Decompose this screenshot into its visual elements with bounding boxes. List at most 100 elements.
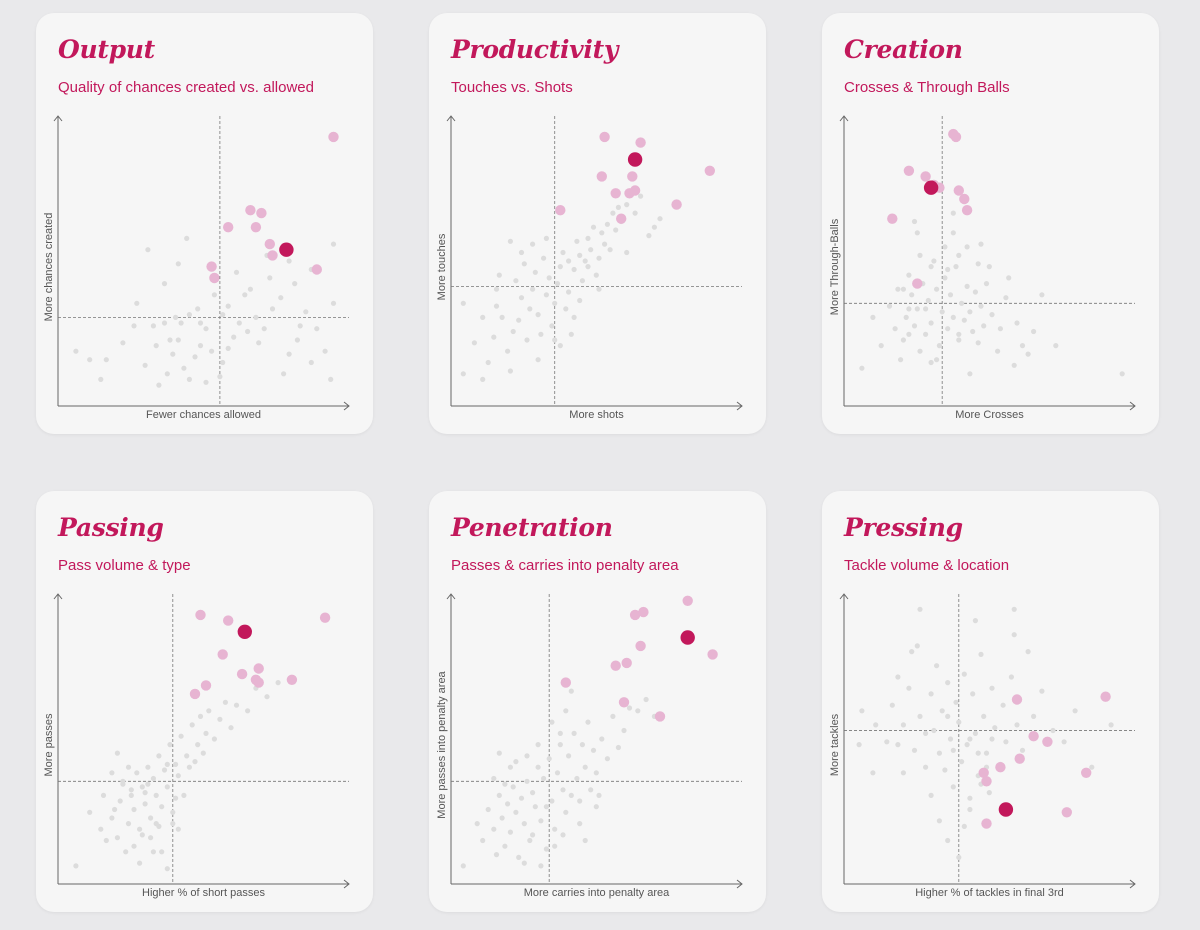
data-point-others: [167, 337, 173, 343]
data-point-others: [516, 854, 522, 860]
data-point-others: [485, 359, 491, 366]
data-point-others: [1025, 351, 1031, 357]
data-point-others: [278, 295, 284, 301]
data-point-others: [900, 722, 906, 728]
data-point-others: [460, 863, 466, 869]
data-point-others: [148, 815, 154, 821]
data-point-similar: [610, 188, 621, 199]
data-point-others: [568, 331, 574, 337]
data-point-others: [961, 671, 967, 677]
data-point-others: [967, 309, 973, 315]
data-point-others: [181, 792, 187, 798]
data-point-others: [942, 767, 948, 773]
data-point-others: [1003, 739, 1009, 745]
data-point-similar: [195, 609, 206, 621]
data-point-others: [502, 781, 508, 787]
data-point-others: [184, 235, 190, 241]
data-point-others: [602, 241, 608, 247]
data-point-others: [1072, 708, 1078, 714]
data-point-others: [175, 337, 181, 343]
data-point-similar: [635, 640, 646, 652]
data-point-highlight: [998, 802, 1014, 817]
data-point-others: [117, 798, 123, 804]
data-point-others: [909, 292, 915, 298]
data-point-others: [986, 790, 992, 796]
data-point-others: [203, 379, 209, 385]
data-point-others: [161, 281, 168, 287]
data-point-others: [928, 691, 934, 697]
data-point-others: [928, 264, 934, 270]
data-point-others: [566, 753, 572, 759]
data-point-others: [577, 821, 583, 827]
data-point-others: [98, 376, 104, 382]
data-point-others: [541, 255, 547, 261]
data-point-others: [646, 233, 652, 239]
data-point-others: [1011, 632, 1017, 638]
data-point-others: [978, 303, 984, 309]
data-point-others: [543, 804, 549, 810]
data-point-others: [493, 852, 500, 858]
data-point-others: [989, 312, 995, 318]
data-point-others: [222, 699, 228, 705]
data-point-others: [895, 286, 901, 292]
data-point-others: [538, 331, 544, 337]
data-point-others: [964, 742, 970, 748]
data-point-others: [886, 303, 893, 309]
data-point-others: [159, 804, 165, 810]
data-point-others: [297, 323, 303, 329]
data-point-others: [330, 241, 337, 247]
data-point-similar: [245, 205, 256, 216]
data-point-others: [197, 713, 204, 719]
data-point-others: [923, 306, 929, 312]
data-point-others: [513, 278, 519, 284]
chart-card-creation: Creation Crosses & Through Balls More Cr…: [822, 13, 1159, 434]
data-point-others: [878, 343, 884, 349]
data-point-others: [638, 193, 644, 199]
data-point-similar: [250, 222, 262, 233]
data-point-others: [577, 798, 583, 804]
x-axis-arrow: [1129, 879, 1136, 889]
data-point-others: [211, 736, 217, 742]
data-point-similar: [189, 688, 201, 700]
data-point-others: [873, 722, 879, 728]
data-point-others: [884, 739, 890, 745]
data-point-similar: [1100, 691, 1111, 702]
data-point-similar: [635, 137, 646, 148]
data-point-others: [574, 775, 580, 782]
data-point-others: [950, 747, 956, 753]
chart-subtitle: Touches vs. Shots: [451, 79, 573, 96]
data-point-others: [120, 781, 126, 787]
data-point-others: [532, 269, 538, 275]
data-point-others: [109, 770, 115, 776]
data-point-others: [167, 742, 173, 748]
data-point-similar: [903, 165, 915, 176]
data-point-others: [120, 340, 126, 346]
data-point-others: [557, 742, 563, 748]
data-point-others: [568, 688, 574, 694]
data-point-others: [928, 359, 934, 366]
data-point-similar: [596, 171, 607, 182]
data-point-others: [112, 806, 118, 813]
data-point-others: [967, 371, 973, 377]
data-point-highlight: [680, 630, 695, 645]
data-point-others: [859, 365, 865, 371]
data-point-similar: [560, 677, 571, 688]
data-point-similar: [1011, 694, 1023, 705]
data-point-others: [939, 708, 945, 714]
data-point-others: [939, 309, 945, 315]
data-point-others: [599, 736, 605, 742]
data-point-others: [225, 345, 231, 351]
data-point-others: [978, 241, 984, 247]
data-point-others: [203, 326, 209, 332]
data-point-others: [945, 326, 951, 332]
data-point-others: [950, 210, 956, 216]
data-point-others: [1039, 292, 1045, 298]
data-point-others: [186, 312, 192, 318]
data-point-others: [552, 843, 558, 849]
y-axis-arrow: [446, 593, 456, 600]
data-point-others: [546, 275, 552, 281]
data-point-others: [928, 792, 934, 798]
data-point-others: [574, 238, 580, 244]
data-point-similar: [223, 615, 234, 626]
